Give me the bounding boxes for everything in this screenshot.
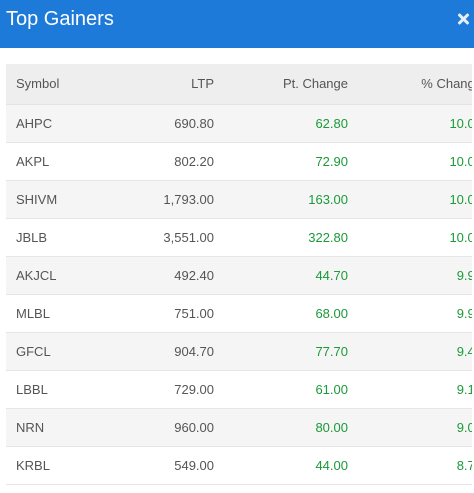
ltp-cell: 729.00: [174, 381, 214, 397]
ltp-cell: 751.00: [174, 305, 214, 321]
pt-change-cell: 77.70: [315, 343, 348, 359]
symbol-cell: NRN: [16, 419, 45, 435]
pt-change-cell: 80.00: [315, 419, 348, 435]
column-header-ltp[interactable]: LTP: [126, 64, 214, 105]
pt-change-cell: 62.80: [315, 115, 348, 131]
ltp-cell: 3,551.00: [163, 229, 214, 245]
symbol-cell: AKJCL: [16, 267, 57, 283]
ltp-cell: 960.00: [174, 419, 214, 435]
pt-change-cell: 44.00: [315, 457, 348, 473]
ltp-cell: 802.20: [174, 153, 214, 169]
ltp-cell: 1,793.00: [163, 191, 214, 207]
table-row[interactable]: JBLB 3,551.00 322.80 10.00: [6, 218, 472, 256]
table-row[interactable]: LBBL 729.00 61.00 9.13: [6, 370, 472, 408]
symbol-cell: SHIVM: [16, 191, 58, 207]
pt-change-cell: 44.70: [315, 267, 348, 283]
top-gainers-table: Symbol LTP Pt. Change % Change AHPC 690.…: [6, 64, 472, 485]
pct-change-cell: 10.00: [449, 153, 472, 169]
table-row[interactable]: KRBL 549.00 44.00 8.71: [6, 446, 472, 484]
symbol-cell: LBBL: [16, 381, 48, 397]
ltp-cell: 549.00: [174, 457, 214, 473]
ltp-cell: 492.40: [174, 267, 214, 283]
symbol-cell: KRBL: [16, 457, 50, 473]
table-row[interactable]: AHPC 690.80 62.80 10.00: [6, 104, 472, 142]
table-row[interactable]: AKPL 802.20 72.90 10.00: [6, 142, 472, 180]
pct-change-cell: 10.00: [449, 229, 472, 245]
ltp-cell: 904.70: [174, 343, 214, 359]
table-header-row: Symbol LTP Pt. Change % Change: [6, 64, 472, 105]
pct-change-cell: 9.09: [456, 419, 472, 435]
column-header-symbol[interactable]: Symbol: [6, 64, 126, 105]
top-gainers-table-container: Symbol LTP Pt. Change % Change AHPC 690.…: [6, 64, 472, 493]
table-row[interactable]: MLBL 751.00 68.00 9.96: [6, 294, 472, 332]
table-row[interactable]: AKJCL 492.40 44.70 9.98: [6, 256, 472, 294]
pt-change-cell: 61.00: [315, 381, 348, 397]
close-icon[interactable]: [456, 12, 470, 26]
pt-change-cell: 163.00: [308, 191, 348, 207]
pct-change-cell: 9.96: [456, 305, 472, 321]
dialog-header: Top Gainers: [0, 0, 474, 48]
pct-change-cell: 8.71: [456, 457, 472, 473]
pct-change-cell: 9.98: [456, 267, 472, 283]
symbol-cell: AHPC: [16, 115, 53, 131]
symbol-cell: GFCL: [16, 343, 51, 359]
pct-change-cell: 10.00: [449, 115, 472, 131]
table-row[interactable]: GFCL 904.70 77.70 9.40: [6, 332, 472, 370]
pct-change-cell: 9.13: [456, 381, 472, 397]
symbol-cell: AKPL: [16, 153, 50, 169]
table-row[interactable]: SHIVM 1,793.00 163.00 10.00: [6, 180, 472, 218]
pt-change-cell: 68.00: [315, 305, 348, 321]
symbol-cell: JBLB: [16, 229, 48, 245]
pct-change-cell: 9.40: [456, 343, 472, 359]
dialog-title: Top Gainers: [6, 8, 114, 30]
symbol-cell: MLBL: [16, 305, 50, 321]
pct-change-cell: 10.00: [449, 191, 472, 207]
table-row[interactable]: NRN 960.00 80.00 9.09: [6, 408, 472, 446]
pt-change-cell: 322.80: [308, 229, 348, 245]
column-header-pct-change[interactable]: % Change: [348, 64, 472, 105]
ltp-cell: 690.80: [174, 115, 214, 131]
pt-change-cell: 72.90: [315, 153, 348, 169]
column-header-pt-change[interactable]: Pt. Change: [214, 64, 348, 105]
